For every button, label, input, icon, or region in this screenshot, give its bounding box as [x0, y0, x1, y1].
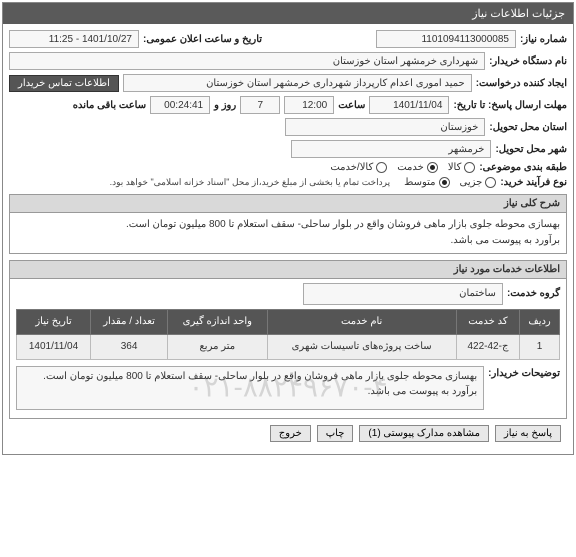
radio-circle-icon — [464, 162, 475, 173]
col-row-no: ردیف — [520, 310, 560, 335]
row-province: استان محل تحویل: خوزستان — [9, 118, 567, 136]
panel-title: جزئیات اطلاعات نیاز — [3, 3, 573, 24]
radio-small-label: جزیی — [460, 177, 483, 188]
row-need-no: شماره نیاز: 1101094113000085 تاریخ و ساع… — [9, 30, 567, 48]
service-group-label: گروه خدمت: — [507, 286, 560, 302]
buyer-notes-box: بهسازی محوطه جلوی بازار ماهی فروشان واقع… — [16, 366, 484, 410]
table-header-row: ردیف کد خدمت نام خدمت واحد اندازه گیری ت… — [17, 310, 560, 335]
contact-buyer-button[interactable]: اطلاعات تماس خریدار — [9, 75, 119, 92]
radio-circle-checked-icon — [439, 177, 450, 188]
col-service-code: کد خدمت — [456, 310, 519, 335]
col-qty: تعداد / مقدار — [91, 310, 168, 335]
table-row: 1 ج-42-422 ساخت پروژه‌های تاسیسات شهری م… — [17, 335, 560, 360]
radio-circle-checked-icon — [427, 162, 438, 173]
radio-goods-label: کالا — [448, 162, 462, 173]
process-radio-group: جزیی متوسط — [404, 177, 496, 188]
description-header: شرح کلی نیاز — [10, 195, 566, 213]
radio-circle-icon — [485, 177, 496, 188]
city-label: شهر محل تحویل: — [495, 144, 567, 155]
category-radio-group: کالا خدمت کالا/خدمت — [330, 162, 475, 173]
days-label: روز و — [214, 100, 236, 111]
need-no-value: 1101094113000085 — [376, 30, 516, 48]
footer-buttons: پاسخ به نیاز مشاهده مدارک پیوستی (1) چاپ… — [9, 419, 567, 448]
description-line1: بهسازی محوطه جلوی بازار ماهی فروشان واقع… — [16, 217, 560, 233]
buyer-org-value: شهرداری خرمشهر استان خوزستان — [9, 52, 485, 70]
radio-service[interactable]: خدمت — [397, 162, 438, 173]
col-service-name: نام خدمت — [267, 310, 456, 335]
reply-button[interactable]: پاسخ به نیاز — [495, 425, 561, 442]
service-group-value: ساختمان — [303, 283, 503, 305]
description-section: شرح کلی نیاز بهسازی محوطه جلوی بازار ماه… — [9, 194, 567, 254]
row-process: نوع فرآیند خرید: جزیی متوسط پرداخت تمام … — [9, 177, 567, 188]
row-category: طبقه بندی موضوعی: کالا خدمت کالا/خدمت — [9, 162, 567, 173]
row-deadline: مهلت ارسال پاسخ: تا تاریخ: 1401/11/04 سا… — [9, 96, 567, 114]
province-label: استان محل تحویل: — [489, 122, 567, 133]
col-unit: واحد اندازه گیری — [168, 310, 267, 335]
services-header: اطلاعات خدمات مورد نیاز — [10, 261, 566, 279]
cell-qty: 364 — [91, 335, 168, 360]
requester-label: ایجاد کننده درخواست: — [476, 78, 567, 89]
countdown-value: 00:24:41 — [150, 96, 210, 114]
services-table: ردیف کد خدمت نام خدمت واحد اندازه گیری ت… — [16, 309, 560, 360]
remaining-label: ساعت باقی مانده — [73, 100, 146, 111]
exit-button[interactable]: خروج — [270, 425, 311, 442]
attachments-button[interactable]: مشاهده مدارک پیوستی (1) — [359, 425, 489, 442]
process-note: پرداخت تمام یا بخشی از مبلغ خرید،از محل … — [110, 177, 390, 188]
province-value: خوزستان — [285, 118, 485, 136]
time-label-1: ساعت — [338, 100, 365, 111]
row-city: شهر محل تحویل: خرمشهر — [9, 140, 567, 158]
row-requester: ایجاد کننده درخواست: حمید اموری اعدام کا… — [9, 74, 567, 92]
city-value: خرمشهر — [291, 140, 491, 158]
radio-small[interactable]: جزیی — [460, 177, 497, 188]
cell-row-no: 1 — [520, 335, 560, 360]
row-service-group: گروه خدمت: ساختمان — [16, 283, 560, 305]
announce-label: تاریخ و ساعت اعلان عمومی: — [143, 34, 262, 45]
need-details-panel: جزئیات اطلاعات نیاز شماره نیاز: 11010941… — [2, 2, 574, 455]
cell-service-code: ج-42-422 — [456, 335, 519, 360]
requester-value: حمید اموری اعدام کارپرداز شهرداری خرمشهر… — [123, 74, 472, 92]
radio-circle-icon — [376, 162, 387, 173]
cell-need-date: 1401/11/04 — [17, 335, 91, 360]
print-button[interactable]: چاپ — [317, 425, 354, 442]
radio-goods-service[interactable]: کالا/خدمت — [330, 162, 387, 173]
need-no-label: شماره نیاز: — [520, 34, 567, 45]
buyer-notes-line1: بهسازی محوطه جلوی بازار ماهی فروشان واقع… — [23, 369, 477, 384]
radio-medium[interactable]: متوسط — [404, 177, 449, 188]
buyer-notes-label: توضیحات خریدار: — [488, 366, 560, 382]
radio-medium-label: متوسط — [404, 177, 435, 188]
deadline-date: 1401/11/04 — [369, 96, 449, 114]
buyer-org-label: نام دستگاه خریدار: — [489, 56, 567, 67]
buyer-notes-line2: برآورد به پیوست می باشد. — [23, 384, 477, 399]
announce-value: 1401/10/27 - 11:25 — [9, 30, 139, 48]
radio-service-label: خدمت — [397, 162, 424, 173]
row-buyer-org: نام دستگاه خریدار: شهرداری خرمشهر استان … — [9, 52, 567, 70]
services-section: اطلاعات خدمات مورد نیاز گروه خدمت: ساختم… — [9, 260, 567, 419]
cell-unit: متر مربع — [168, 335, 267, 360]
radio-goods-service-label: کالا/خدمت — [330, 162, 373, 173]
col-need-date: تاریخ نیاز — [17, 310, 91, 335]
deadline-time: 12:00 — [284, 96, 334, 114]
description-line2: برآورد به پیوست می باشد. — [16, 233, 560, 249]
services-body: گروه خدمت: ساختمان ردیف کد خدمت نام خدمت… — [10, 279, 566, 418]
buyer-notes-row: توضیحات خریدار: بهسازی محوطه جلوی بازار … — [16, 366, 560, 410]
cell-service-name: ساخت پروژه‌های تاسیسات شهری — [267, 335, 456, 360]
process-label: نوع فرآیند خرید: — [500, 177, 567, 188]
days-value: 7 — [240, 96, 280, 114]
panel-body: شماره نیاز: 1101094113000085 تاریخ و ساع… — [3, 24, 573, 454]
deadline-label: مهلت ارسال پاسخ: تا تاریخ: — [453, 100, 567, 111]
category-label: طبقه بندی موضوعی: — [479, 162, 567, 173]
description-body: بهسازی محوطه جلوی بازار ماهی فروشان واقع… — [10, 213, 566, 253]
radio-goods[interactable]: کالا — [448, 162, 476, 173]
